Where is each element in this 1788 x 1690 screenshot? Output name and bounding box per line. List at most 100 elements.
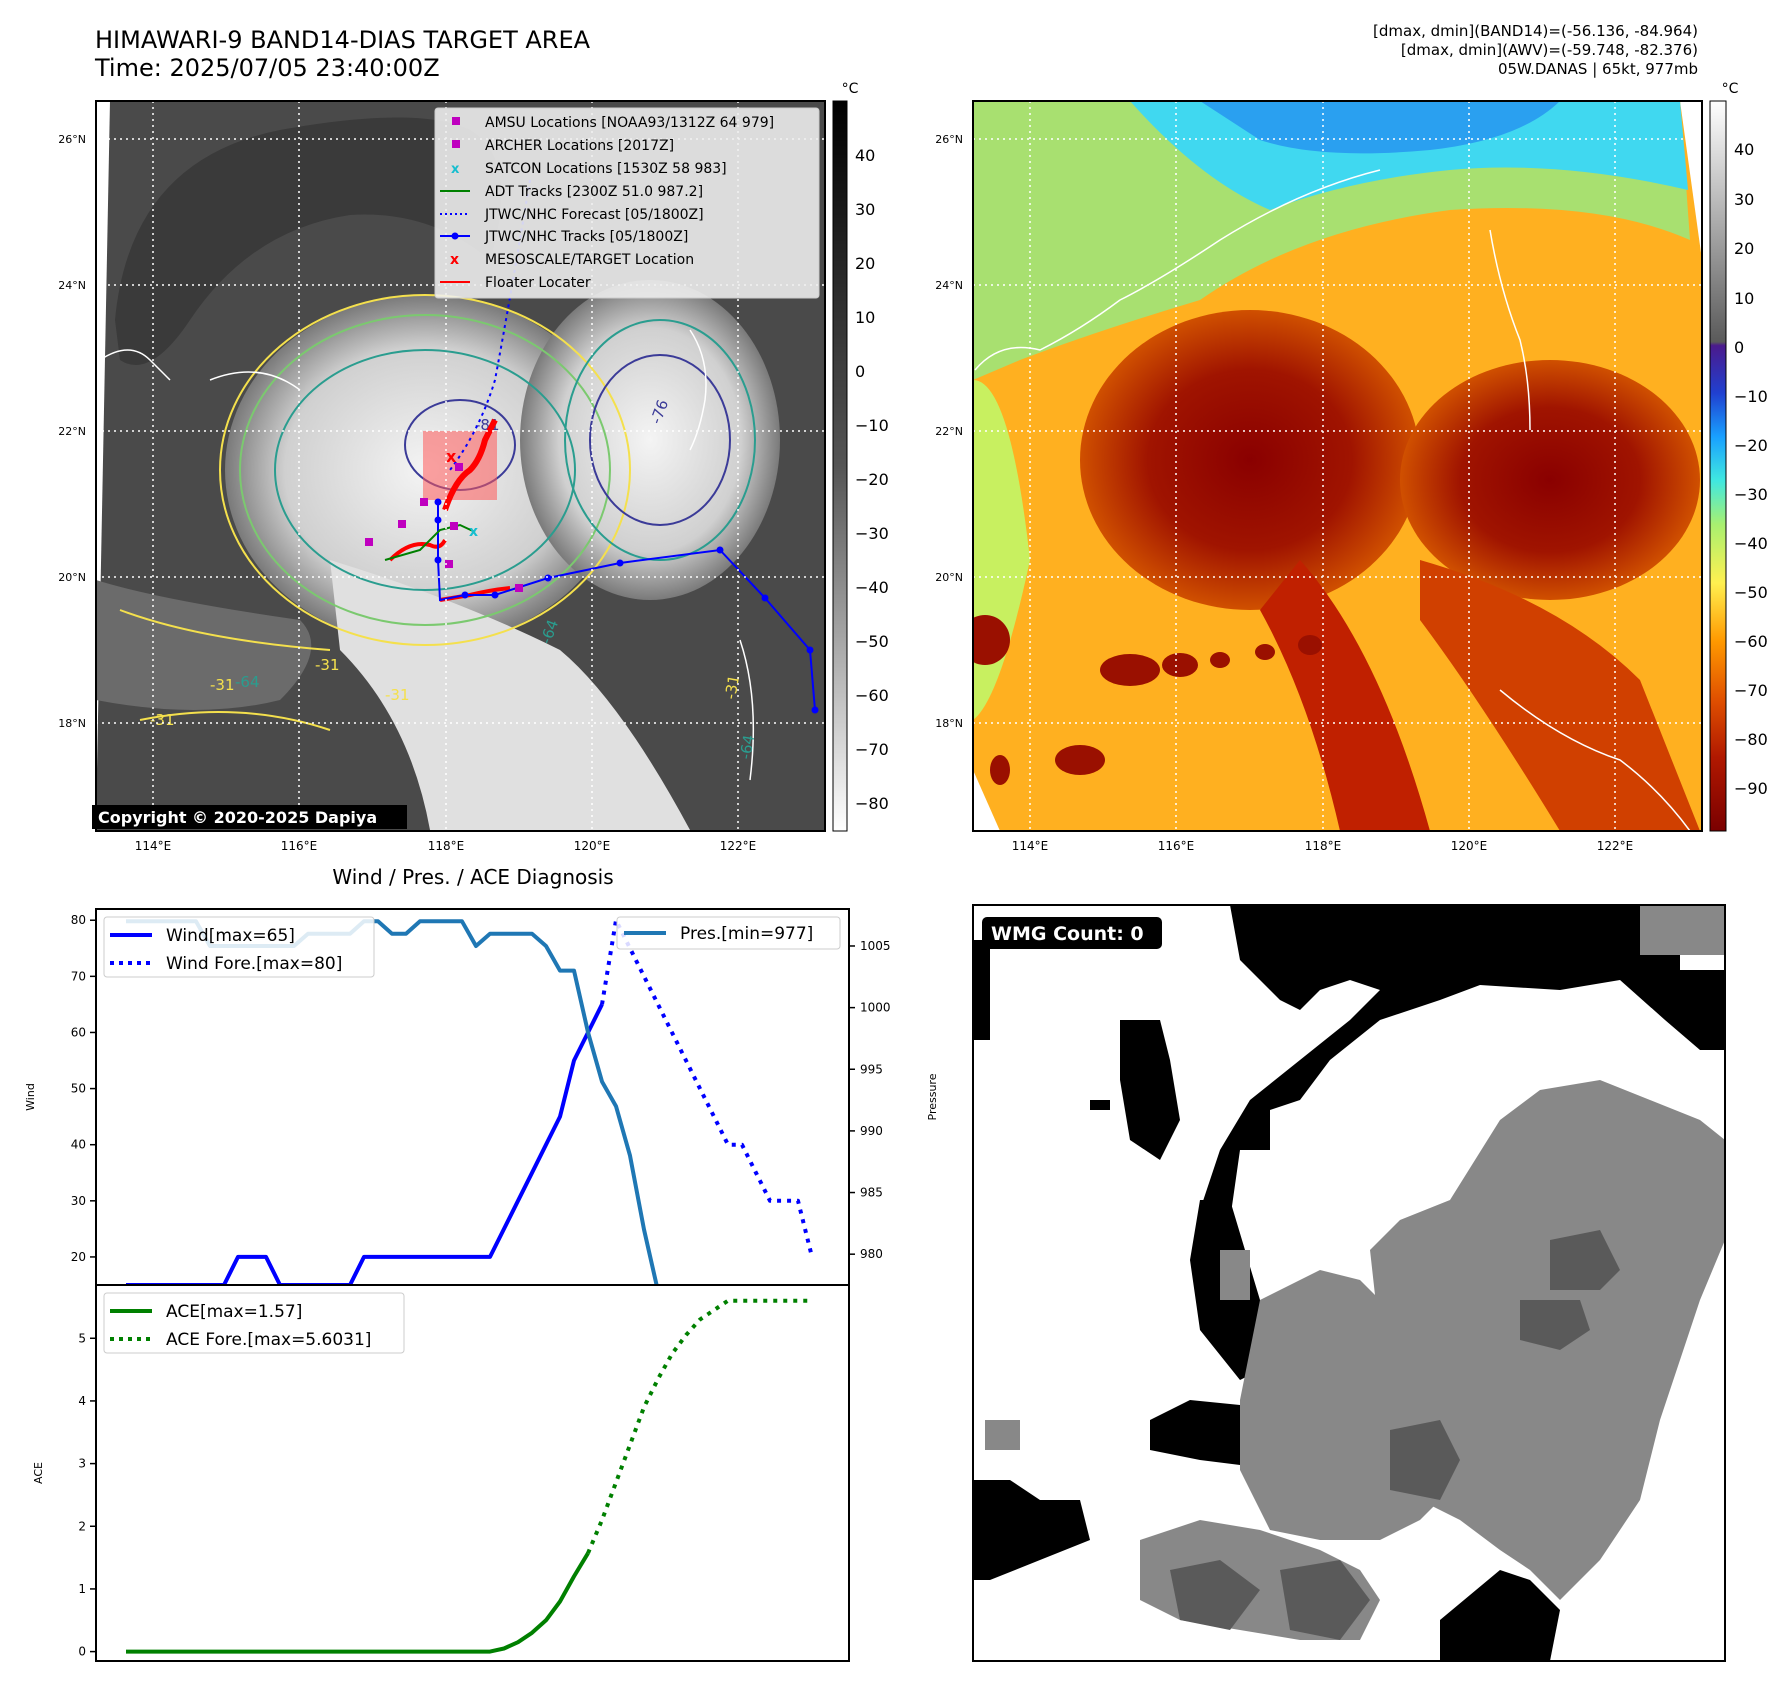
- svg-text:114°E: 114°E: [1012, 839, 1049, 853]
- svg-text:26°N: 26°N: [935, 133, 963, 146]
- ace-chart: 0 1 2 3 4 5 ACE ACE[max=1.57] ACE Fore.[max=5…: [32, 1284, 850, 1662]
- ace-tick-label: 0: [78, 1645, 86, 1659]
- wind-axis-label: Wind: [24, 1083, 37, 1111]
- jtwc-forecast-track: [449, 179, 531, 471]
- floater-locater-track: [442, 418, 498, 511]
- awv-map-frame: [972, 100, 1703, 832]
- jtwc-track-points: [434, 498, 819, 714]
- contour-teal-1: [274, 349, 576, 591]
- contour-label-9: -64: [736, 733, 758, 760]
- svg-text:−30: −30: [1734, 485, 1768, 504]
- ir-map-lon-labels: 114°E 116°E 118°E 120°E 122°E: [135, 839, 757, 853]
- legend-archer-label: ARCHER Locations [2017Z]: [485, 138, 674, 154]
- ace-y-ticks: 0 1 2 3 4 5: [78, 1331, 96, 1659]
- ir-cloud-north: [115, 117, 502, 365]
- svg-text:20°N: 20°N: [935, 571, 963, 584]
- svg-text:18°N: 18°N: [58, 717, 86, 730]
- awv-storm-core: [1080, 310, 1420, 610]
- ir-storm-east: [520, 280, 780, 600]
- copyright-box: [92, 805, 407, 829]
- map-legend: AMSU Locations [NOAA93/1312Z 64 979] ARC…: [434, 107, 820, 299]
- wmg-frame: [972, 904, 1726, 1662]
- wmg-count-box: [982, 917, 1162, 949]
- stats-line-3: 05W.DANAS | 65kt, 977mb: [1497, 60, 1698, 78]
- svg-text:122°E: 122°E: [720, 839, 757, 853]
- awv-map-lat-labels: 26°N 24°N 22°N 20°N 18°N: [935, 133, 963, 730]
- stats-line-1: [dmax, dmin](BAND14)=(-56.136, -84.964): [1373, 22, 1698, 40]
- ace-series-1: [586, 1298, 812, 1554]
- legend-pres-label: Pres.[min=977]: [680, 924, 813, 944]
- awv-green-band: [973, 101, 1690, 380]
- color-colorbar-scale: [1709, 100, 1727, 832]
- awv-map-panel: 26°N 24°N 22°N 20°N 18°N 114°E 116°E 118…: [935, 100, 1703, 853]
- awv-coastline-luzon: [1499, 689, 1691, 831]
- contour-navy-1: [589, 354, 731, 526]
- svg-text:−20: −20: [1734, 436, 1768, 455]
- awv-warm-band-1: [1260, 560, 1430, 831]
- contour-label-8: -31: [315, 656, 340, 674]
- ace-tick-label: 5: [78, 1331, 86, 1345]
- awv-cells: [973, 615, 1322, 785]
- ace-chart-lines: [126, 1298, 812, 1654]
- svg-text:0: 0: [1734, 338, 1744, 357]
- legend-wind-label: Wind[max=65]: [166, 926, 295, 946]
- gray-colorbar-ticks: 40 30 20 10 0 −10 −20 −30 −40 −50 −60 −7…: [855, 146, 889, 813]
- svg-text:114°E: 114°E: [135, 839, 172, 853]
- svg-text:10: 10: [855, 308, 875, 327]
- wmg-dark-gray-regions: [1170, 1230, 1620, 1640]
- figure-title: HIMAWARI-9 BAND14-DIAS TARGET AREA Time:…: [95, 26, 590, 82]
- legend-target-label: MESOSCALE/TARGET Location: [485, 252, 694, 268]
- wind-tick-label: 20: [71, 1250, 86, 1264]
- legend-floater-label: Floater Locater: [485, 275, 591, 291]
- legend-amsu-marker: [452, 117, 460, 125]
- pressure-tick-label: 985: [860, 1186, 883, 1200]
- color-colorbar: °C 40 30 20 10 0 −10 −20 −30 −40 −50 −60…: [1709, 81, 1768, 832]
- svg-text:20: 20: [1734, 239, 1754, 258]
- satcon-point: x: [469, 524, 478, 540]
- svg-text:−20: −20: [855, 470, 889, 489]
- legend-amsu-label: AMSU Locations [NOAA93/1312Z 64 979]: [485, 115, 774, 131]
- color-colorbar-unit: °C: [1722, 81, 1739, 97]
- wmg-count-label: WMG Count: 0: [991, 923, 1144, 945]
- svg-text:0: 0: [855, 362, 865, 381]
- pressure-tick-label: 995: [860, 1062, 883, 1076]
- pressure-tick-label: 1005: [860, 939, 891, 953]
- awv-coastline-taiwan: [1489, 229, 1531, 431]
- awv-coastline-china: [974, 169, 1381, 371]
- svg-text:−40: −40: [1734, 534, 1768, 553]
- wind-legend: Wind[max=65] Wind Fore.[max=80] Pres.[mi…: [103, 916, 841, 978]
- legend-target-marker: x: [450, 252, 459, 268]
- gray-colorbar-unit: °C: [842, 81, 859, 97]
- svg-text:40: 40: [1734, 140, 1754, 159]
- amsu-archer-points: [365, 463, 523, 592]
- svg-text:−60: −60: [855, 686, 889, 705]
- pressure-tick-label: 980: [860, 1247, 883, 1261]
- target-location-marker: x: [446, 447, 457, 466]
- svg-text:−60: −60: [1734, 632, 1768, 651]
- contour-label-2: -64: [235, 673, 260, 691]
- svg-text:24°N: 24°N: [935, 279, 963, 292]
- svg-text:116°E: 116°E: [1158, 839, 1195, 853]
- wind-tick-label: 60: [71, 1025, 86, 1039]
- diagnosis-title: Wind / Pres. / ACE Diagnosis: [332, 865, 613, 889]
- svg-text:118°E: 118°E: [428, 839, 465, 853]
- svg-text:30: 30: [855, 200, 875, 219]
- ir-cloud-west: [96, 580, 312, 710]
- svg-text:−10: −10: [1734, 387, 1768, 406]
- svg-text:30: 30: [1734, 190, 1754, 209]
- svg-text:20°N: 20°N: [58, 571, 86, 584]
- svg-text:10: 10: [1734, 289, 1754, 308]
- pressure-axis-label: Pressure: [926, 1073, 939, 1120]
- legend-forecast-label: JTWC/NHC Forecast [05/1800Z]: [484, 207, 704, 223]
- contour-label-10: -31: [721, 673, 743, 700]
- contour-yellow-1: [219, 294, 631, 646]
- wind-series-1: [600, 918, 814, 1258]
- ace-tick-label: 2: [78, 1519, 86, 1533]
- wind-tick-label: 50: [71, 1082, 86, 1096]
- gray-colorbar-scale: [832, 100, 848, 832]
- svg-text:120°E: 120°E: [1451, 839, 1488, 853]
- svg-text:40: 40: [855, 146, 875, 165]
- svg-text:20: 20: [855, 254, 875, 273]
- ace-tick-label: 3: [78, 1457, 86, 1471]
- ir-map-panel: -31 -64 -76 -81 -64 -31 -31 -31 -64 -31: [58, 100, 826, 853]
